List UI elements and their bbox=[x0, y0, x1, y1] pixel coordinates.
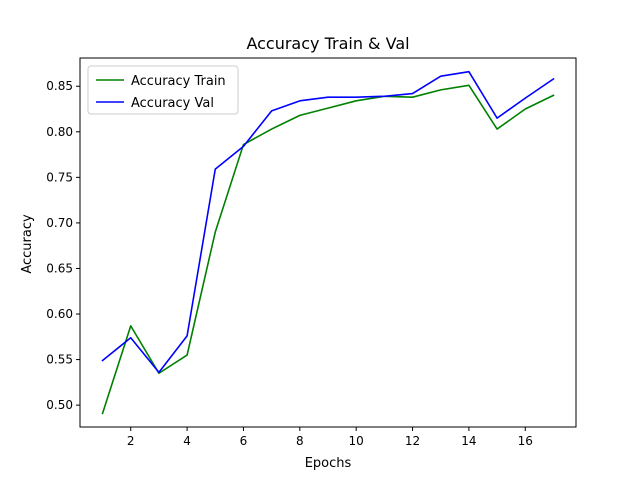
y-axis-ticks: 0.50 0.55 0.60 0.65 0.70 0.75 0.80 0.85 bbox=[46, 79, 80, 412]
x-tick-label: 4 bbox=[183, 434, 191, 448]
legend: Accuracy Train Accuracy Val bbox=[87, 65, 239, 115]
legend-label: Accuracy Train bbox=[131, 74, 226, 89]
x-tick-label: 14 bbox=[461, 434, 476, 448]
series-lines bbox=[101, 70, 555, 415]
x-tick-label: 10 bbox=[349, 434, 364, 448]
series-line-accuracy-train bbox=[101, 84, 555, 415]
x-tick-label: 2 bbox=[127, 434, 135, 448]
x-tick-label: 6 bbox=[240, 434, 248, 448]
x-axis-ticks: 2 4 6 8 10 12 14 16 bbox=[127, 427, 533, 448]
x-tick-label: 8 bbox=[296, 434, 304, 448]
y-tick-label: 0.55 bbox=[46, 353, 73, 367]
series-line-accuracy-val bbox=[101, 70, 555, 374]
legend-label: Accuracy Val bbox=[131, 96, 214, 111]
legend-box bbox=[87, 65, 239, 115]
y-tick-label: 0.65 bbox=[46, 261, 73, 275]
y-tick-label: 0.70 bbox=[46, 216, 73, 230]
plot-frame bbox=[79, 57, 577, 428]
y-axis-label: Accuracy bbox=[20, 214, 35, 274]
y-tick-label: 0.60 bbox=[46, 307, 73, 321]
x-axis-label: Epochs bbox=[305, 456, 352, 471]
y-tick-label: 0.85 bbox=[46, 79, 73, 93]
x-tick-label: 12 bbox=[405, 434, 420, 448]
y-tick-label: 0.80 bbox=[46, 125, 73, 139]
y-tick-label: 0.50 bbox=[46, 398, 73, 412]
chart-title: Accuracy Train & Val bbox=[246, 34, 409, 53]
x-tick-label: 16 bbox=[518, 434, 533, 448]
y-tick-label: 0.75 bbox=[46, 170, 73, 184]
